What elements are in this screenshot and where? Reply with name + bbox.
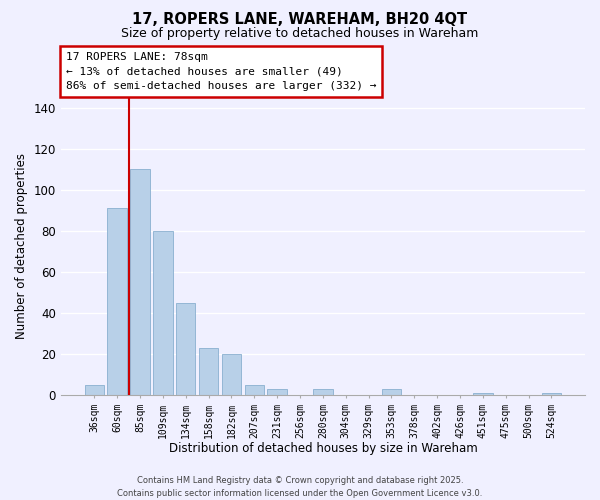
Text: 17, ROPERS LANE, WAREHAM, BH20 4QT: 17, ROPERS LANE, WAREHAM, BH20 4QT: [133, 12, 467, 28]
X-axis label: Distribution of detached houses by size in Wareham: Distribution of detached houses by size …: [169, 442, 477, 455]
Bar: [130, 169, 150, 395]
Bar: [382, 389, 401, 395]
Y-axis label: Number of detached properties: Number of detached properties: [15, 153, 28, 339]
Bar: [176, 302, 196, 395]
Bar: [85, 384, 104, 395]
Bar: [222, 354, 241, 395]
Text: Contains HM Land Registry data © Crown copyright and database right 2025.
Contai: Contains HM Land Registry data © Crown c…: [118, 476, 482, 498]
Bar: [199, 348, 218, 395]
Bar: [153, 230, 173, 395]
Bar: [268, 389, 287, 395]
Text: Size of property relative to detached houses in Wareham: Size of property relative to detached ho…: [121, 28, 479, 40]
Bar: [245, 384, 264, 395]
Bar: [107, 208, 127, 395]
Bar: [542, 393, 561, 395]
Text: 17 ROPERS LANE: 78sqm
← 13% of detached houses are smaller (49)
86% of semi-deta: 17 ROPERS LANE: 78sqm ← 13% of detached …: [66, 52, 377, 92]
Bar: [473, 393, 493, 395]
Bar: [313, 389, 332, 395]
